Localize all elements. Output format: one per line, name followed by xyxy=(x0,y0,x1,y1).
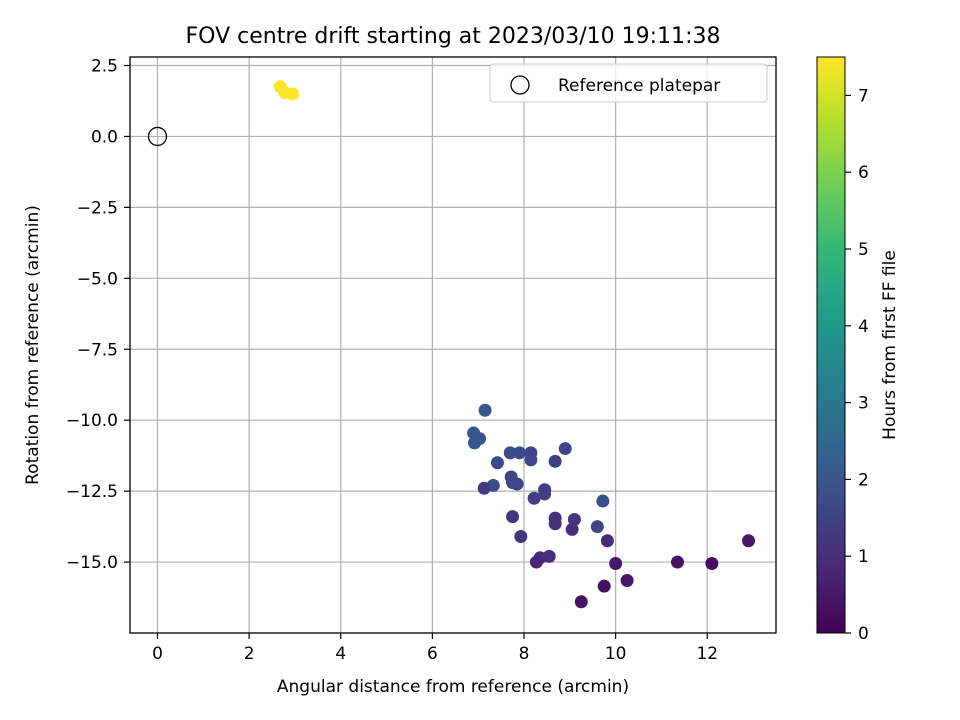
y-tick-label: −12.5 xyxy=(66,482,118,502)
data-point xyxy=(477,481,491,495)
data-point xyxy=(478,403,492,417)
data-point xyxy=(567,513,581,527)
data-point xyxy=(503,446,517,460)
data-point xyxy=(565,522,579,536)
colorbar-ticks: 0 1 2 3 4 5 6 7 xyxy=(845,86,869,644)
data-point xyxy=(538,487,552,501)
data-point xyxy=(742,534,756,548)
data-point xyxy=(670,555,684,569)
plot-frame xyxy=(129,56,777,634)
colorbar-tick-label: 7 xyxy=(858,86,869,106)
colorbar-tick-label: 1 xyxy=(858,547,869,567)
y-tick-label: 0.0 xyxy=(91,127,118,147)
data-point xyxy=(506,510,520,524)
data-point xyxy=(600,534,614,548)
data-point xyxy=(597,579,611,593)
y-tick-label: −10.0 xyxy=(66,411,118,431)
data-point xyxy=(529,555,543,569)
colorbar-gradient xyxy=(816,56,846,634)
data-point xyxy=(548,454,562,468)
legend-box xyxy=(489,63,768,103)
data-point xyxy=(542,549,556,563)
legend-marker-open-circle-icon xyxy=(510,75,530,95)
y-axis-label: Rotation from reference (arcmin) xyxy=(23,205,43,485)
data-point xyxy=(574,595,588,609)
legend: Reference platepar xyxy=(489,63,768,103)
data-point xyxy=(524,453,538,467)
colorbar: 0 1 2 3 4 5 6 7 Hours from first FF file xyxy=(816,56,900,644)
data-point xyxy=(490,456,504,470)
data-point xyxy=(609,556,623,570)
colorbar-tick-label: 3 xyxy=(858,394,869,414)
data-point xyxy=(620,574,634,588)
x-axis-ticks: 0 2 4 6 8 10 12 xyxy=(152,633,718,664)
colorbar-tick-label: 4 xyxy=(858,317,869,337)
x-tick-label: 2 xyxy=(244,644,255,664)
y-tick-label: −15.0 xyxy=(66,553,118,573)
data-point xyxy=(596,494,610,508)
x-tick-label: 8 xyxy=(519,644,530,664)
data-point xyxy=(510,477,524,491)
reference-platepar-marker xyxy=(147,126,168,147)
colorbar-tick-label: 6 xyxy=(858,163,869,183)
data-point xyxy=(548,517,562,531)
data-point xyxy=(527,491,541,505)
y-tick-label: 2.5 xyxy=(91,57,118,77)
data-point xyxy=(512,446,526,460)
colorbar-tick-label: 0 xyxy=(858,624,869,644)
data-point xyxy=(514,530,528,544)
x-tick-label: 0 xyxy=(152,644,163,664)
data-point xyxy=(558,442,572,456)
data-point xyxy=(286,87,300,101)
x-axis-label: Angular distance from reference (arcmin) xyxy=(277,677,629,697)
legend-entry-reference-platepar: Reference platepar xyxy=(558,76,720,96)
reference-marker xyxy=(147,126,168,147)
chart-title: FOV centre drift starting at 2023/03/10 … xyxy=(186,24,721,49)
y-tick-label: −5.0 xyxy=(77,269,118,289)
data-point xyxy=(705,556,719,570)
x-tick-label: 12 xyxy=(696,644,718,664)
y-axis-ticks: 2.5 0.0 −2.5 −5.0 −7.5 −10.0 −12.5 −15.0 xyxy=(66,57,130,573)
x-tick-label: 4 xyxy=(335,644,346,664)
grid-lines xyxy=(130,57,776,633)
y-tick-label: −2.5 xyxy=(77,198,118,218)
data-points xyxy=(273,80,756,609)
x-tick-label: 6 xyxy=(427,644,438,664)
x-tick-label: 10 xyxy=(605,644,627,664)
colorbar-label: Hours from first FF file xyxy=(880,250,900,440)
y-tick-label: −7.5 xyxy=(77,340,118,360)
colorbar-tick-label: 5 xyxy=(858,240,869,260)
data-point xyxy=(590,520,604,534)
data-point xyxy=(473,432,487,446)
colorbar-tick-label: 2 xyxy=(858,470,869,490)
